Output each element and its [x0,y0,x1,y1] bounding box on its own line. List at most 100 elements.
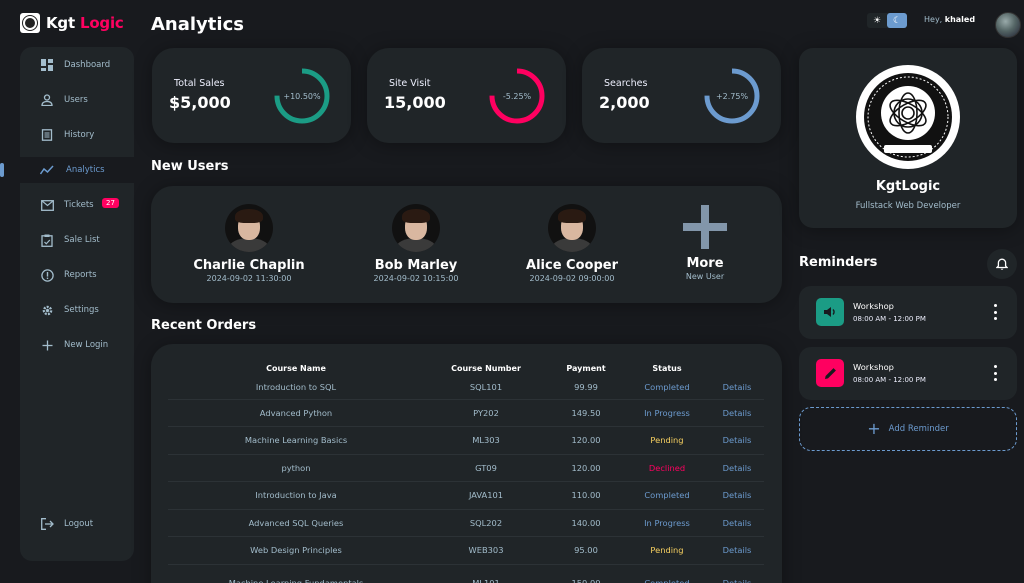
sidebar-item-label: Tickets [64,200,94,210]
stat-percent: +10.50% [283,91,321,101]
profile-role: Fullstack Web Developer [855,201,961,211]
sidebar-item-label: Sale List [64,235,100,245]
sidebar-item-dashboard[interactable]: Dashboard [20,52,134,78]
reminder-title: Workshop [853,362,894,372]
user-avatar [548,204,596,252]
payment: 150.00 [571,578,601,583]
moon-icon[interactable]: ☾ [887,13,907,28]
user-card[interactable]: Alice Cooper 2024-09-02 09:00:00 [497,186,647,283]
sidebar-item-label: Analytics [66,165,105,175]
stat-label: Site Visit [389,78,431,89]
clipboard-icon [40,233,54,247]
status: Completed [624,481,710,510]
course-name: Machine Learning Basics [168,426,424,455]
add-reminder-button[interactable]: + Add Reminder [799,407,1017,451]
details-link[interactable]: Details [710,375,764,400]
sidebar-item-settings[interactable]: Settings [20,297,134,323]
stat-card-searches: Searches 2,000 +2.75% [582,48,781,143]
reminder-time: 08:00 AM - 12:00 PM [853,376,926,384]
new-users-title: New Users [151,159,229,174]
avatar[interactable] [995,12,1021,38]
sidebar-item-sale-list[interactable]: Sale List [20,227,134,253]
payment: 140.00 [548,509,624,537]
payment: 99.99 [548,375,624,400]
greeting: Hey, khaled [924,15,976,24]
gear-icon [40,303,54,317]
progress-ring [274,68,330,124]
details-link[interactable]: Details [710,399,764,427]
user-time: 2024-09-02 09:00:00 [529,274,615,283]
receipt-icon [40,128,54,142]
user-name: Charlie Chaplin [193,258,305,273]
sidebar-item-reports[interactable]: Reports [20,262,134,288]
sidebar-item-users[interactable]: Users [20,87,134,113]
status: In Progress [624,399,710,427]
payment: 149.50 [548,399,624,427]
edit-icon [816,359,844,387]
details-link[interactable]: Details [722,578,752,583]
stat-label: Searches [604,78,648,89]
more-vert-icon[interactable] [993,365,997,381]
col-course-number: Course Number [451,363,521,373]
reminder-item[interactable]: Workshop 08:00 AM - 12:00 PM [799,286,1017,339]
table-header-row: Course Name Course Number Payment Status [168,361,764,375]
reminder-item[interactable]: Workshop 08:00 AM - 12:00 PM [799,347,1017,400]
sidebar-item-analytics[interactable]: Analytics [0,157,134,183]
details-link[interactable]: Details [710,536,764,565]
table-row: Machine Learning Fundamentals ML101 150.… [168,564,764,583]
stat-percent: -5.25% [502,91,532,101]
reminder-time: 08:00 AM - 12:00 PM [853,315,926,323]
sidebar-item-tickets[interactable]: Tickets 27 [20,192,134,218]
more-users-button[interactable]: More New User [632,186,778,281]
status: Declined [624,454,710,482]
stat-percent: +2.75% [715,91,749,101]
notification-button[interactable] [987,249,1017,279]
volume-icon [816,298,844,326]
theme-toggle[interactable]: ☀ ☾ [867,13,907,28]
stat-value: 2,000 [599,93,650,112]
sidebar-item-logout[interactable]: Logout [20,511,134,537]
status: Pending [624,426,710,455]
sidebar-item-label: New Login [64,340,109,350]
sidebar-item-label: Logout [64,519,94,529]
course-number: SQL101 [424,375,548,400]
col-status: Status [652,363,682,373]
progress-ring [704,68,760,124]
status: Pending [624,536,710,565]
topbar: ☀ ☾ Hey, khaled [865,10,1024,40]
more-sub: New User [685,272,725,281]
course-name: Introduction to Java [168,481,424,510]
user-avatar [225,204,273,252]
details-link[interactable]: Details [710,509,764,537]
plus-icon [40,338,54,352]
user-time: 2024-09-02 11:30:00 [206,274,292,283]
table-row: Introduction to Java JAVA101 110.00 Comp… [168,481,764,510]
new-users-card: Charlie Chaplin 2024-09-02 11:30:00 Bob … [151,186,782,303]
reminder-title: Workshop [853,301,894,311]
sun-icon[interactable]: ☀ [872,15,882,26]
col-action [710,361,764,375]
add-icon [683,205,727,249]
user-card[interactable]: Bob Marley 2024-09-02 10:15:00 [341,186,491,283]
col-payment: Payment [566,363,606,373]
course-number: PY202 [424,399,548,427]
table-row: Machine Learning Basics ML303 120.00 Pen… [168,426,764,455]
table-row: Advanced SQL Queries SQL202 140.00 In Pr… [168,509,764,537]
stat-card-site-visit: Site Visit 15,000 -5.25% [367,48,566,143]
sidebar-item-history[interactable]: History [20,122,134,148]
insights-icon [40,163,54,177]
user-avatar [392,204,440,252]
more-vert-icon[interactable] [993,304,997,320]
details-link[interactable]: Details [710,454,764,482]
details-link[interactable]: Details [710,481,764,510]
sidebar-item-label: Settings [64,305,99,315]
details-link[interactable]: Details [710,426,764,455]
logo-text: Kgt Logic [46,14,124,32]
mail-icon [40,198,54,212]
payment: 95.00 [548,536,624,565]
stat-value: $5,000 [169,93,231,112]
sidebar-item-new-login[interactable]: New Login [20,332,134,358]
logo[interactable]: Kgt Logic [20,13,124,33]
status: Completed [644,578,690,583]
user-card[interactable]: Charlie Chaplin 2024-09-02 11:30:00 [174,186,324,283]
